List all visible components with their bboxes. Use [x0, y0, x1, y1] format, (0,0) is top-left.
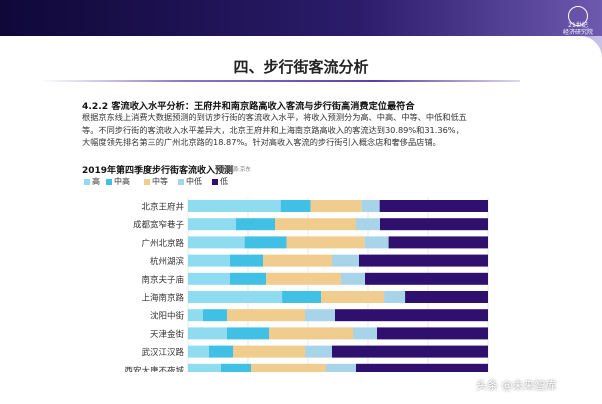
bar-segment	[275, 218, 356, 231]
logo-text: 21世纪 经济研究院	[556, 22, 600, 36]
legend-item: 低	[212, 177, 228, 187]
bar-segment	[286, 236, 365, 249]
category-label: 成都宽窄巷子	[133, 220, 185, 231]
bar-segment	[221, 363, 251, 372]
bar-segment	[341, 272, 365, 285]
bar-segment	[310, 200, 362, 212]
bar-segment	[244, 236, 287, 249]
bar-segment	[356, 218, 380, 231]
bar-segment	[188, 200, 281, 212]
bar-segment	[233, 345, 305, 358]
legend-swatch	[178, 178, 184, 185]
category-label: 武汉江汉路	[141, 347, 184, 358]
category-label: 西安大唐不夜城	[124, 365, 184, 372]
logo-circle-icon	[568, 6, 588, 26]
bar-segment	[230, 272, 266, 285]
bar-segment	[305, 345, 332, 358]
body-line: 大幅度领先排名第三的广州北京路的18.87%。针对高收入客流的步行街引入概念店和…	[82, 137, 441, 147]
bar-segment	[384, 291, 406, 303]
bar-segment	[353, 327, 377, 340]
legend-item: 中低	[178, 177, 202, 187]
bar-segment	[266, 272, 341, 285]
bar-segment	[227, 327, 269, 340]
body-line: 根据京东线上消费大数据预测的到访步行街的客流收入水平，将收入预测分为高、中高、中…	[82, 112, 467, 122]
bar-segment	[188, 236, 245, 249]
watermark: 头条 @未来智库	[476, 379, 557, 392]
legend-label: 低	[220, 177, 228, 186]
bar-segment	[188, 345, 209, 358]
bar-segment	[209, 345, 233, 358]
logo-line1: 21世纪	[568, 22, 588, 29]
category-label: 沈阳中街	[150, 311, 185, 322]
bar-segment	[280, 200, 311, 212]
category-label: 广州北京路	[141, 238, 184, 249]
header-bar-top	[0, 0, 602, 36]
bar-segment	[335, 309, 488, 322]
section-title: 四、步行街客流分析	[233, 58, 369, 76]
bar-segment	[251, 363, 326, 372]
category-label: 天津金街	[150, 329, 185, 340]
legend-label: 高	[92, 177, 100, 186]
bar-segment	[230, 254, 263, 267]
bar-segment	[326, 363, 356, 372]
legend-swatch	[144, 178, 150, 185]
subsection-heading: 4.2.2 客流收入水平分析：王府井和南京路高收入客流与步行街高消费定位最符合	[82, 101, 415, 112]
category-label: 北京王府井	[141, 202, 184, 213]
bar-segment	[379, 200, 488, 212]
legend-swatch	[212, 178, 218, 185]
body-paragraph: 根据京东线上消费大数据预测的到访步行街的客流收入水平，将收入预测分为高、中高、中…	[82, 111, 522, 149]
bar-segment	[321, 291, 385, 303]
bar-segment	[332, 345, 488, 358]
legend-swatch	[84, 178, 90, 185]
bar-segment	[188, 218, 236, 231]
chart-title: 2019年第四季度步行街客流收入预测	[82, 166, 234, 176]
legend-label: 中等	[152, 177, 168, 186]
bar-segment	[236, 218, 275, 231]
bar-segment	[188, 327, 227, 340]
logo-line2: 经济研究院	[562, 29, 593, 36]
legend-item: 高	[84, 177, 100, 187]
stacked-bar-chart: 0%20%40%60%80%100%北京王府井成都宽窄巷子广州北京路杭州湖滨南京…	[124, 198, 489, 372]
bar-segment	[282, 291, 322, 303]
bar-segment	[263, 254, 332, 267]
bar-segment	[361, 200, 380, 212]
title-underline	[40, 80, 520, 82]
legend-item: 中高	[106, 177, 130, 187]
body-line: 等。不同步行街的客流收入水平差异大，北京王府井和上海南京路高收入的客流达到30.…	[82, 124, 464, 135]
bar-segment	[365, 272, 488, 285]
bar-segment	[305, 309, 335, 322]
category-label: 南京夫子庙	[141, 274, 184, 285]
institute-logo: 21世纪 经济研究院	[560, 6, 596, 36]
legend-label: 中高	[114, 177, 130, 186]
legend-label: 中低	[186, 177, 202, 186]
legend-item: 中等	[144, 177, 168, 187]
bar-segment	[405, 291, 488, 303]
category-label: 杭州湖滨	[150, 256, 185, 267]
bar-segment	[364, 236, 389, 249]
bar-segment	[359, 254, 488, 267]
bar-segment	[188, 254, 230, 267]
bar-segment	[377, 327, 488, 340]
bar-segment	[203, 309, 227, 322]
bar-segment	[380, 218, 488, 231]
bar-segment	[332, 254, 359, 267]
category-label: 上海南京路	[141, 293, 184, 304]
bar-segment	[188, 272, 230, 285]
bar-segment	[188, 291, 283, 303]
bar-segment	[227, 309, 305, 322]
bar-segment	[388, 236, 488, 249]
bar-segment	[269, 327, 353, 340]
legend-swatch	[106, 178, 112, 185]
chart-source: 数据来源:京东	[216, 167, 251, 173]
bar-segment	[356, 363, 488, 372]
bar-segment	[188, 363, 221, 372]
bar-segment	[188, 309, 203, 322]
